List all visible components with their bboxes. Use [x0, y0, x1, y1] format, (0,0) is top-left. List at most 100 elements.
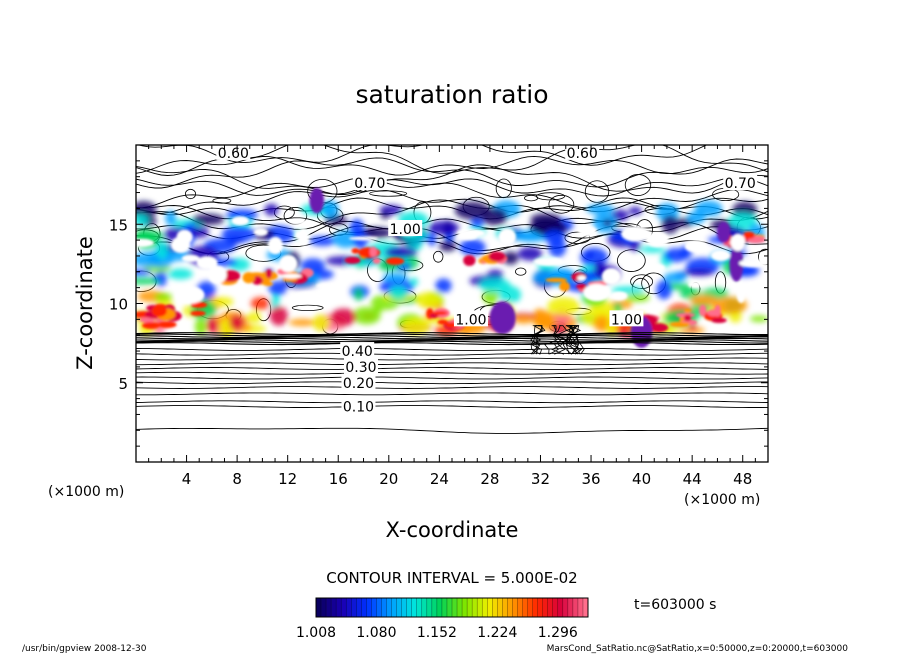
- contour-plume: [551, 325, 567, 355]
- contour-label-bg: [723, 174, 758, 191]
- field-hotspot: [351, 248, 360, 254]
- colorbar-cell: [562, 598, 569, 617]
- field-hotspot: [139, 316, 155, 323]
- field-hotspot: [142, 321, 160, 329]
- colorbar-cell: [331, 598, 337, 617]
- colorbar-cell: [356, 598, 362, 617]
- colorbar-cell: [517, 598, 523, 617]
- colorbar-tick-labels: 1.008 1.080 1.152 1.224 1.296: [296, 625, 578, 641]
- colorbar-cell: [416, 598, 423, 617]
- field-gap: [196, 255, 218, 270]
- field-cell: [435, 278, 452, 293]
- field-gap: [281, 273, 302, 279]
- field-cell: [136, 201, 157, 219]
- colorbar-tick-label: 1.224: [477, 625, 517, 641]
- field-hotspot: [369, 246, 378, 258]
- y-tick-label-15: 15: [109, 216, 128, 234]
- colorbar-tick-label: 1.080: [356, 625, 396, 641]
- contour-loop: [184, 188, 197, 200]
- field-gap: [290, 218, 308, 225]
- field-cell: [517, 246, 543, 261]
- colorbar-frame: [315, 597, 589, 618]
- field-hotspot: [684, 308, 692, 313]
- colorbar-cell: [542, 598, 549, 617]
- field-cell: [454, 201, 490, 220]
- y-axis-label: Z-coordinate: [73, 236, 97, 370]
- contour-line: [136, 400, 768, 404]
- colorbar-cell: [537, 598, 543, 617]
- field-hotspot: [743, 231, 755, 239]
- colorbar-cell: [482, 598, 488, 617]
- colorbar-cell: [502, 598, 508, 617]
- colorbar-cell: [492, 598, 498, 617]
- field-gap: [647, 263, 666, 272]
- colorbar-cell: [321, 598, 327, 617]
- colorbar-cell: [351, 598, 357, 617]
- colorbar-cell: [462, 598, 468, 617]
- contour-plume: [530, 325, 543, 355]
- contour-loop: [515, 267, 527, 276]
- field-cell: [136, 214, 149, 227]
- contour-label-bg: [343, 357, 378, 374]
- field-hotspot: [151, 305, 167, 317]
- field-cell: [409, 277, 419, 287]
- field-cell: [427, 232, 437, 247]
- field-cell: [547, 297, 581, 316]
- field-cell: [354, 287, 364, 301]
- contour-label: 0.20: [343, 376, 374, 392]
- contour-line: [136, 357, 768, 361]
- field-cell: [269, 306, 288, 326]
- colorbar-cell: [396, 598, 402, 617]
- contour-line: [136, 381, 768, 385]
- contour-line: [136, 164, 768, 195]
- colorbar-tick-label: 1.008: [296, 625, 336, 641]
- contour-line: [136, 427, 768, 434]
- field-gap: [208, 265, 227, 284]
- x-tick-label-8: 8: [232, 470, 242, 488]
- colorbar-cell: [371, 598, 377, 617]
- field-cell: [548, 238, 567, 258]
- colorbar-cell: [366, 598, 372, 617]
- field-cell: [229, 315, 245, 331]
- field-cell: [415, 292, 442, 308]
- field-hotspot: [711, 317, 727, 324]
- colorbar-cell: [446, 598, 453, 617]
- contour-line: [136, 352, 768, 356]
- contour-line: [136, 332, 768, 336]
- field-cell: [136, 277, 162, 285]
- field-cell: [388, 285, 408, 300]
- contour-line: [136, 348, 768, 351]
- field-hotspot: [372, 257, 381, 264]
- colorbar-cell: [411, 598, 418, 617]
- field-cell: [221, 225, 256, 243]
- field-cell: [661, 215, 679, 234]
- colorbar-cell: [326, 598, 332, 617]
- contour-loop: [548, 194, 575, 214]
- field-cell: [513, 315, 534, 324]
- field-hotspot: [385, 257, 405, 266]
- field-hotspot: [669, 321, 691, 327]
- field-cell: [190, 226, 209, 238]
- contour-loop: [584, 180, 610, 203]
- field-cell: [362, 227, 392, 239]
- colorbar-cell: [376, 598, 382, 617]
- y-tick-label-5: 5: [118, 375, 128, 393]
- field-hotspot: [545, 277, 568, 283]
- contour-label-bg: [352, 174, 387, 191]
- contour-plume: [549, 325, 562, 355]
- field-gap: [457, 228, 485, 238]
- field-cell: [586, 203, 615, 215]
- field-gap: [170, 236, 191, 254]
- x-unit-left: (×1000 m): [48, 484, 124, 500]
- field-cell: [247, 311, 262, 323]
- contour-label: 0.70: [725, 176, 756, 192]
- field-cell: [324, 215, 348, 225]
- contour-label: 1.00: [611, 312, 642, 328]
- x-unit-right: (×1000 m): [684, 492, 760, 508]
- field-cell: [384, 246, 418, 258]
- field-gap: [279, 254, 298, 273]
- colorbar-cell: [431, 598, 438, 617]
- field-cell: [602, 219, 613, 227]
- contour-label: 0.10: [343, 400, 374, 416]
- x-tick-label-16: 16: [329, 470, 348, 488]
